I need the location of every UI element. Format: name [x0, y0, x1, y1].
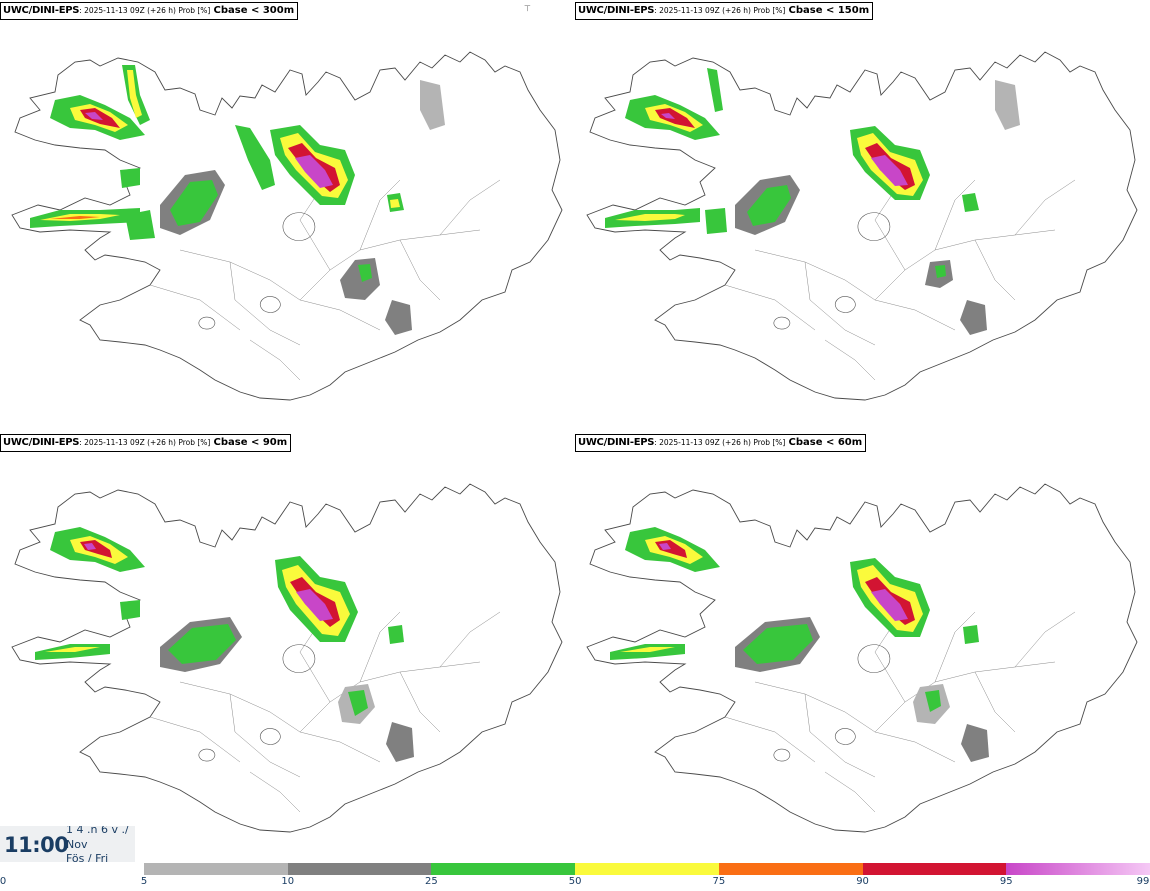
colorbar-bin-95-99 [1006, 863, 1150, 875]
valid-day: 1 4 .n 6 v ./ [66, 826, 129, 836]
variable-label: Cbase < 150m [788, 5, 870, 16]
panel-title: UWC/DINI-EPS: 2025-11-13 09Z (+26 h) Pro… [575, 2, 874, 20]
colorbar-tick-label: 75 [712, 876, 726, 887]
map-panel-cbase-90m: UWC/DINI-EPS: 2025-11-13 09Z (+26 h) Pro… [0, 432, 574, 864]
map-panel-cbase-150m: UWC/DINI-EPS: 2025-11-13 09Z (+26 h) Pro… [575, 0, 1149, 432]
model-name: UWC/DINI-EPS [3, 5, 80, 16]
map-panel-cbase-300m: UWC/DINI-EPS: 2025-11-13 09Z (+26 h) Pro… [0, 0, 574, 432]
iceland-map [586, 483, 1138, 833]
probability-field [605, 68, 1020, 335]
model-name: UWC/DINI-EPS [3, 437, 80, 448]
colorbar-bin-50-75 [575, 863, 719, 875]
probability-field [610, 527, 989, 762]
colorbar-bin-10-25 [287, 863, 432, 875]
colorbar-tick-label: 50 [568, 876, 582, 887]
valid-month: Nov [66, 838, 88, 851]
variable-label: Cbase < 60m [788, 437, 863, 448]
iceland-map [586, 51, 1138, 401]
valid-time-clock: 11:00 [4, 833, 69, 857]
run-info: : 2025-11-13 09Z (+26 h) Prob [%] [79, 438, 211, 447]
panel-title: UWC/DINI-EPS: 2025-11-13 09Z (+26 h) Pro… [0, 434, 292, 452]
panel-title: UWC/DINI-EPS: 2025-11-13 09Z (+26 h) Pro… [575, 434, 867, 452]
run-info: : 2025-11-13 09Z (+26 h) Prob [%] [654, 6, 786, 15]
variable-label: Cbase < 300m [213, 5, 295, 16]
panel-title: UWC/DINI-EPS: 2025-11-13 09Z (+26 h) Pro… [0, 2, 299, 20]
run-info: : 2025-11-13 09Z (+26 h) Prob [%] [79, 6, 211, 15]
model-name: UWC/DINI-EPS [578, 437, 655, 448]
probability-field [30, 65, 445, 335]
valid-weekday: Fös / Fri [66, 852, 109, 862]
colorbar-tick-label: 90 [856, 876, 869, 887]
north-arrow-icon: ⊤ [524, 4, 531, 13]
colorbar-bin-75-90 [718, 863, 863, 875]
probability-colorbar [144, 863, 1150, 875]
probability-field [35, 527, 414, 762]
iceland-map [11, 51, 563, 401]
valid-time-box: 11:00 1 4 .n 6 v ./ Nov Fös / Fri [0, 826, 135, 862]
run-info: : 2025-11-13 09Z (+26 h) Prob [%] [654, 438, 786, 447]
colorbar-tick-label: 95 [999, 876, 1013, 887]
variable-label: Cbase < 90m [213, 437, 288, 448]
colorbar-tick-label: 5 [140, 876, 148, 887]
colorbar-tick-label: 10 [281, 876, 295, 887]
iceland-map [11, 483, 563, 833]
colorbar-tick-label: 99 [1136, 876, 1150, 887]
colorbar-ticks: 0 5 10 25 50 75 90 95 99 [0, 876, 1150, 890]
map-panel-cbase-60m: UWC/DINI-EPS: 2025-11-13 09Z (+26 h) Pro… [575, 432, 1149, 864]
colorbar-tick-label: 25 [425, 876, 438, 887]
colorbar-bin-25-50 [431, 863, 576, 875]
colorbar-bin-5-10 [144, 863, 288, 875]
colorbar-tick-label: 0 [0, 876, 7, 887]
model-name: UWC/DINI-EPS [578, 5, 655, 16]
colorbar-bin-90-95 [862, 863, 1007, 875]
